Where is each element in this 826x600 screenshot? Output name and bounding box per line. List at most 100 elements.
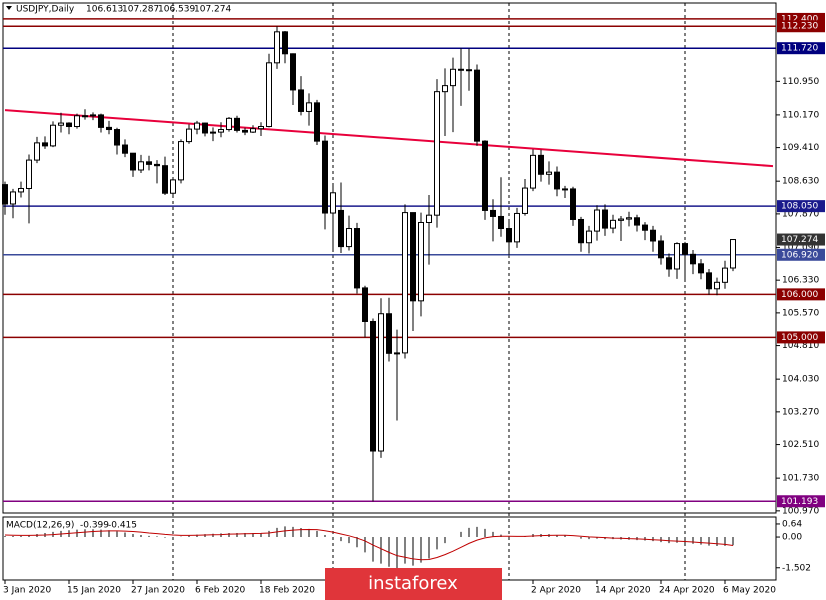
candle-body — [58, 122, 64, 126]
candle-body — [634, 217, 640, 226]
candle-body — [106, 126, 112, 131]
y-tick-label: 107.090 — [782, 243, 819, 253]
candle-body — [474, 69, 480, 142]
level-label: 106.000 — [781, 290, 818, 300]
candle-body — [658, 240, 664, 259]
candle-body — [282, 31, 288, 55]
level-label-box — [777, 331, 825, 344]
y-tick-label: 101.730 — [782, 474, 819, 484]
level-label-box — [777, 200, 825, 213]
period-separators — [172, 3, 686, 580]
y-tick-label: 104.810 — [782, 341, 819, 351]
x-tick-label: 15 Jan 2020 — [67, 586, 121, 596]
candle-body — [706, 272, 712, 290]
candle-body — [218, 129, 224, 133]
candle-body — [714, 281, 720, 290]
candle-body — [418, 221, 424, 302]
level-label-box — [777, 495, 825, 508]
candle-body — [690, 253, 696, 265]
plot: 110.950 110.170 109.410 108.630 107.870 107.0… — [2, 12, 825, 596]
candle-body — [114, 129, 120, 146]
macd-value: -0.399 — [80, 521, 109, 531]
y-tick-label: 105.570 — [782, 308, 819, 318]
y-tick-label: 100.970 — [782, 506, 819, 516]
level-label-box — [777, 42, 825, 55]
candle-body — [410, 212, 416, 302]
level-label-box — [777, 12, 825, 25]
candle-body — [482, 140, 488, 211]
candle-body — [250, 128, 256, 133]
candle-body — [666, 257, 672, 270]
candle-body — [394, 352, 400, 355]
watermark-box — [325, 568, 502, 600]
candle-body — [674, 243, 680, 270]
candle-body — [434, 91, 440, 216]
candle-body — [370, 320, 376, 452]
candle-body — [322, 140, 328, 214]
candle-body — [306, 102, 312, 112]
candle-body — [458, 68, 464, 71]
candle-body — [490, 209, 496, 217]
candle-body — [130, 152, 136, 171]
x-tick-label: 6 May 2020 — [723, 586, 776, 596]
candle-body — [330, 192, 336, 214]
candle-body — [466, 69, 472, 72]
level-label: 107.274 — [781, 235, 818, 245]
candle-body — [346, 228, 352, 248]
candle-body — [42, 142, 48, 147]
candle-body — [74, 115, 80, 128]
low: 106.539 — [158, 5, 195, 15]
level-label: 108.050 — [781, 202, 818, 212]
candle-body — [82, 115, 88, 118]
trend-line — [4, 109, 774, 168]
macd-tick-label: 0.00 — [782, 533, 802, 543]
open: 106.613 — [86, 5, 123, 15]
candle-body — [498, 215, 504, 230]
candle-body — [546, 171, 552, 175]
high: 107.287 — [122, 5, 159, 15]
candle-body — [194, 122, 200, 130]
candle-body — [386, 313, 392, 354]
level-label: 112.230 — [781, 22, 818, 32]
candle-body — [122, 144, 128, 154]
y-tick-label: 102.510 — [782, 440, 819, 450]
candle-body — [146, 161, 152, 165]
candle-body — [274, 31, 280, 64]
candle-body — [34, 142, 40, 161]
candle-body — [586, 230, 592, 244]
candle-body — [442, 85, 448, 93]
x-tick-label: 24 Apr 2020 — [659, 586, 715, 596]
candle-body — [202, 122, 208, 134]
candle-body — [10, 191, 16, 205]
symbol: USDJPY,Daily — [16, 5, 75, 15]
candle-body — [258, 126, 264, 130]
y-tick-label: 106.330 — [782, 276, 819, 286]
candle-body — [314, 102, 320, 142]
candle-body — [522, 187, 528, 214]
candle-body — [626, 217, 632, 220]
candle-body — [570, 188, 576, 220]
candle-body — [602, 209, 608, 229]
candle-body — [450, 68, 456, 87]
candle-body — [154, 163, 160, 167]
macd-title: MACD(12,26,9) — [6, 521, 74, 531]
candle-body — [618, 218, 624, 221]
candle-body — [298, 89, 304, 112]
candle-body — [138, 161, 144, 171]
candle-body — [338, 209, 344, 248]
level-label: 105.000 — [781, 333, 818, 343]
candle-body — [290, 53, 296, 91]
candle-body — [170, 179, 176, 194]
candle-body — [378, 313, 384, 452]
candle-body — [530, 154, 536, 189]
macd-tick-label: -1.502 — [782, 563, 811, 573]
watermark: instaforex — [368, 573, 458, 594]
candle-body — [538, 154, 544, 175]
x-tick-label: 18 Feb 2020 — [259, 586, 315, 596]
y-tick-label: 109.410 — [782, 143, 819, 153]
x-tick-label: 14 Apr 2020 — [595, 586, 651, 596]
candle-body — [554, 171, 560, 190]
candle-body — [506, 228, 512, 243]
candle-body — [594, 209, 600, 232]
candle-body — [514, 212, 520, 243]
